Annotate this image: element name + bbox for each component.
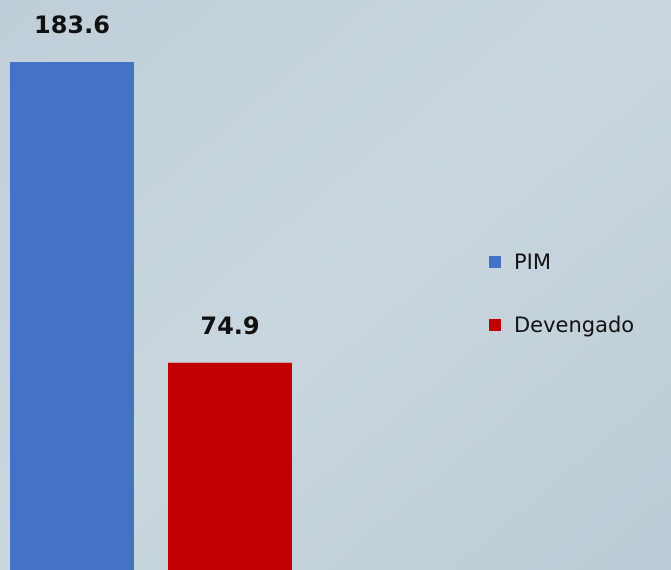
legend-swatch bbox=[489, 319, 501, 331]
bar bbox=[168, 362, 292, 570]
legend-label: Devengado bbox=[514, 313, 634, 337]
bar bbox=[10, 62, 134, 570]
value-label: 183.6 bbox=[34, 11, 110, 39]
value-label: 74.9 bbox=[200, 312, 259, 340]
legend-label: PIM bbox=[514, 250, 551, 274]
legend-swatch bbox=[489, 256, 501, 268]
